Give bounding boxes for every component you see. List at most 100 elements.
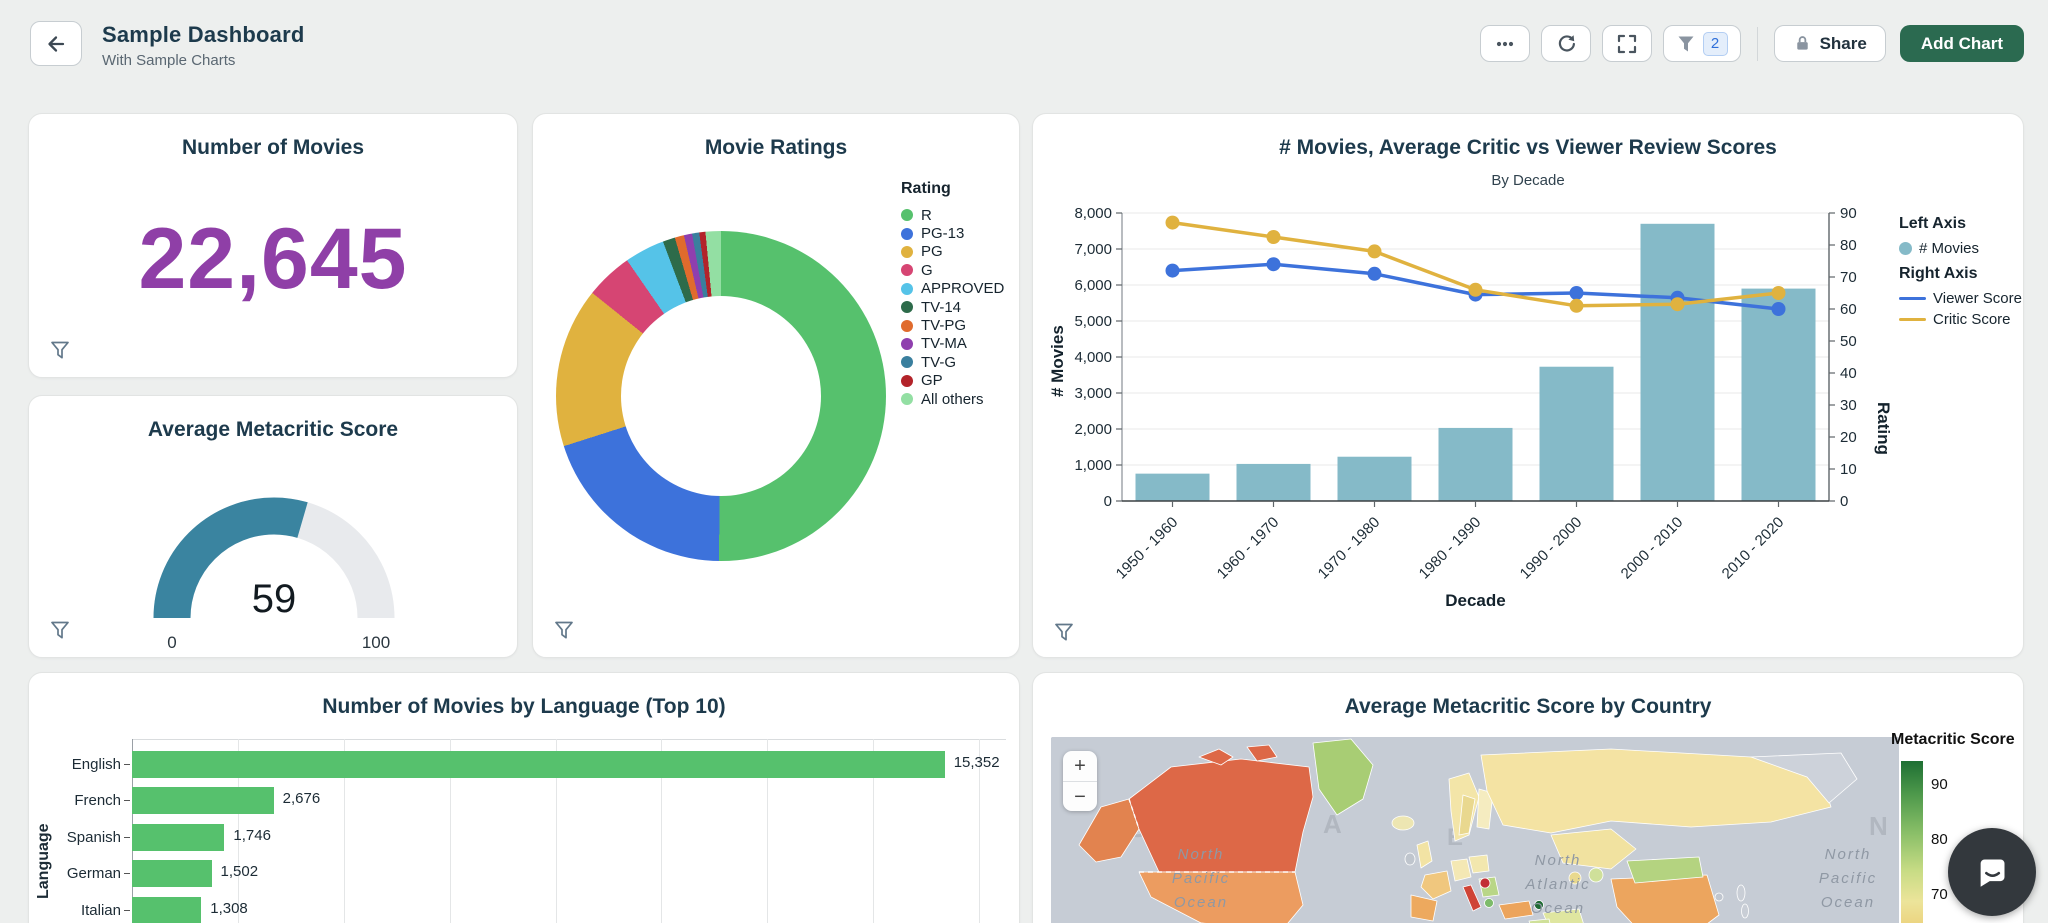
legend-item-critic-score: Critic Score bbox=[1899, 309, 2023, 330]
map-zoom-out-button[interactable]: − bbox=[1063, 781, 1097, 811]
point-critic-score[interactable] bbox=[1670, 297, 1685, 312]
more-options-button[interactable] bbox=[1479, 25, 1530, 62]
viewer-score-swatch bbox=[1899, 296, 1926, 301]
card-filter-icon[interactable] bbox=[1053, 621, 1075, 643]
header: Sample Dashboard With Sample Charts bbox=[0, 0, 2048, 96]
axis-tick bbox=[124, 909, 130, 911]
bar-1960 - 1970[interactable] bbox=[1236, 463, 1311, 501]
hbar-chart[interactable]: English 15,352 French 2,676 Spanish 1,746 Germ… bbox=[29, 735, 1006, 923]
svg-text:0: 0 bbox=[1840, 493, 1848, 510]
legend-swatch bbox=[901, 209, 913, 222]
legend-item-tv-g[interactable]: TV-G bbox=[901, 353, 1004, 371]
value-label: 1,746 bbox=[233, 826, 271, 844]
point-viewer-score[interactable] bbox=[1367, 266, 1382, 281]
gauge-max-label: 100 bbox=[362, 633, 390, 652]
legend-swatch bbox=[901, 319, 913, 332]
bar[interactable] bbox=[132, 860, 212, 888]
point-viewer-score[interactable] bbox=[1165, 263, 1180, 278]
legend-label: # Movies bbox=[1919, 240, 1980, 257]
legend-item-r[interactable]: R bbox=[901, 206, 1004, 224]
point-viewer-score[interactable] bbox=[1771, 302, 1786, 316]
bar-row-english[interactable]: English 15,352 bbox=[29, 746, 1000, 782]
bar[interactable] bbox=[132, 787, 274, 815]
back-button[interactable] bbox=[30, 21, 82, 66]
legend-label: APPROVED bbox=[921, 280, 1005, 298]
header-titles: Sample Dashboard With Sample Charts bbox=[102, 22, 304, 69]
value-label: 1,308 bbox=[210, 899, 248, 917]
svg-text:80: 80 bbox=[1840, 237, 1857, 254]
refresh-button[interactable] bbox=[1540, 25, 1591, 62]
bar[interactable] bbox=[132, 896, 202, 923]
gauge-min-label: 0 bbox=[167, 633, 176, 652]
value-label: 15,352 bbox=[953, 753, 1000, 771]
legend-item-pg[interactable]: PG bbox=[901, 243, 1004, 261]
add-chart-label: Add Chart bbox=[1920, 33, 2003, 53]
point-critic-score[interactable] bbox=[1165, 215, 1180, 230]
point-viewer-score[interactable] bbox=[1569, 286, 1584, 300]
filters-button[interactable]: 2 bbox=[1662, 25, 1741, 62]
legend-item-tv-ma[interactable]: TV-MA bbox=[901, 335, 1004, 353]
svg-text:0: 0 bbox=[1104, 493, 1112, 510]
bar-1990 - 2000[interactable] bbox=[1539, 366, 1614, 501]
bar-1980 - 1990[interactable] bbox=[1438, 427, 1513, 501]
svg-text:# Movies: # Movies bbox=[1048, 325, 1067, 397]
legend-item-pg-13[interactable]: PG-13 bbox=[901, 224, 1004, 242]
add-chart-button[interactable]: Add Chart bbox=[1899, 25, 2024, 62]
legend-item-tv-14[interactable]: TV-14 bbox=[901, 298, 1004, 316]
card-filter-icon[interactable] bbox=[49, 339, 71, 361]
bar-row-german[interactable]: German 1,502 bbox=[29, 856, 997, 892]
map-zoom-in-button[interactable]: + bbox=[1063, 751, 1097, 781]
donut-chart[interactable] bbox=[556, 231, 886, 561]
gauge-chart[interactable]: 59 0 100 bbox=[29, 468, 518, 653]
bar-2000 - 2010[interactable] bbox=[1640, 223, 1715, 502]
point-critic-score[interactable] bbox=[1266, 230, 1281, 244]
point-viewer-score[interactable] bbox=[1266, 257, 1281, 272]
legend-item-g[interactable]: G bbox=[901, 261, 1004, 279]
combo-chart[interactable]: 0 1,000 2,000 3,000 4,000 5,000 6,000 7,000 8,00… bbox=[1033, 114, 2024, 658]
svg-text:30: 30 bbox=[1840, 397, 1857, 414]
point-critic-score[interactable] bbox=[1367, 244, 1382, 259]
legend-item-all-others[interactable]: All others bbox=[901, 390, 1004, 408]
svg-text:3,000: 3,000 bbox=[1074, 385, 1112, 402]
legend-swatch bbox=[901, 337, 913, 350]
map-legend-tick: 70 bbox=[1931, 886, 1948, 903]
svg-text:1990 - 2000: 1990 - 2000 bbox=[1517, 514, 1586, 583]
bar-1950 - 1960[interactable] bbox=[1135, 473, 1210, 501]
map-legend-tick: 80 bbox=[1931, 831, 1948, 848]
bar[interactable] bbox=[132, 750, 945, 778]
card-filter-icon[interactable] bbox=[49, 619, 71, 641]
svg-text:2000 - 2010: 2000 - 2010 bbox=[1618, 514, 1687, 583]
bar-2010 - 2020[interactable] bbox=[1741, 288, 1816, 501]
card-filter-icon[interactable] bbox=[553, 619, 575, 641]
legend-label: Critic Score bbox=[1933, 311, 2011, 328]
bar-row-italian[interactable]: Italian 1,308 bbox=[29, 892, 997, 923]
legend-label: PG bbox=[921, 243, 943, 261]
kpi-value: 22,645 bbox=[138, 211, 408, 307]
bar-row-french[interactable]: French 2,676 bbox=[29, 783, 997, 819]
svg-text:1970 - 1980: 1970 - 1980 bbox=[1315, 514, 1384, 583]
bar-row-spanish[interactable]: Spanish 1,746 bbox=[29, 819, 997, 855]
chat-launcher-button[interactable] bbox=[1948, 828, 2036, 916]
legend-label: All others bbox=[921, 390, 984, 408]
legend-swatch bbox=[901, 282, 913, 295]
point-critic-score[interactable] bbox=[1569, 298, 1584, 313]
axis-tick bbox=[124, 836, 130, 838]
svg-text:N: N bbox=[1869, 811, 1888, 841]
bar-1970 - 1980[interactable] bbox=[1337, 456, 1412, 501]
category-label: French bbox=[74, 792, 121, 810]
funnel-icon bbox=[1678, 36, 1694, 51]
y-axis-label: Language bbox=[35, 823, 52, 899]
choropleth-map[interactable]: NO A E N bbox=[1051, 737, 1899, 923]
svg-text:70: 70 bbox=[1840, 269, 1857, 286]
legend-item-tv-pg[interactable]: TV-PG bbox=[901, 316, 1004, 334]
share-button[interactable]: Share bbox=[1773, 25, 1886, 62]
legend-swatch bbox=[901, 245, 913, 258]
fullscreen-button[interactable] bbox=[1601, 25, 1652, 62]
legend-item-approved[interactable]: APPROVED bbox=[901, 280, 1004, 298]
legend-item-gp[interactable]: GP bbox=[901, 372, 1004, 390]
legend-swatch bbox=[901, 301, 913, 314]
point-critic-score[interactable] bbox=[1468, 282, 1483, 297]
bar[interactable] bbox=[132, 823, 225, 851]
point-critic-score[interactable] bbox=[1771, 286, 1786, 300]
svg-text:2,000: 2,000 bbox=[1074, 421, 1112, 438]
